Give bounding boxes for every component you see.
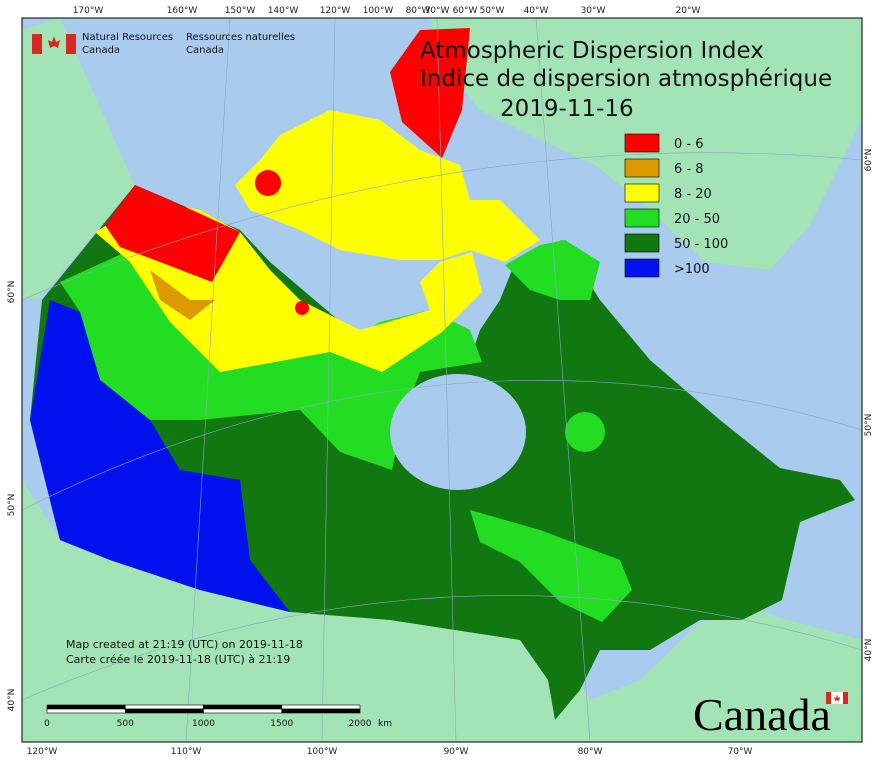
longitude-label: 60°W	[453, 6, 478, 16]
scale-segment	[203, 704, 283, 710]
scale-segment	[46, 704, 126, 710]
maple-leaf	[834, 694, 840, 701]
legend-label: >100	[674, 262, 710, 277]
header-text: Canada	[82, 45, 120, 56]
region-0-6	[105, 185, 240, 282]
longitude-label: 140°W	[268, 6, 299, 16]
scale-label: 1000	[192, 719, 215, 729]
scale-segment	[46, 708, 126, 714]
longitude-label: 100°W	[363, 6, 394, 16]
longitude-label: 90°W	[444, 747, 469, 757]
maple-leaf	[48, 36, 60, 48]
title: Indice de dispersion atmosphérique	[420, 66, 832, 92]
scale-label: 0	[44, 719, 50, 729]
latitude-label: 50°N	[864, 414, 874, 437]
header-text: Natural Resources	[82, 32, 173, 43]
longitude-label: 70°W	[425, 6, 450, 16]
latitude-label: 60°N	[864, 149, 874, 172]
scale-segment	[281, 708, 361, 714]
scale-segment	[124, 708, 204, 714]
meridian-line	[535, 17, 591, 743]
nrcan-flag	[32, 34, 76, 54]
longitude-label: 20°W	[676, 6, 701, 16]
latitude-label: 60°N	[7, 281, 17, 304]
flag-bar	[843, 692, 848, 704]
legend-swatch	[624, 208, 660, 228]
legend-swatch	[624, 158, 660, 178]
flag-bar	[826, 692, 831, 704]
longitude-label: 160°W	[167, 6, 198, 16]
longitude-label: 80°W	[578, 747, 603, 757]
meridian-line	[321, 17, 336, 743]
flag-bar	[32, 34, 42, 54]
legend-swatch	[624, 233, 660, 253]
meridian-line	[185, 17, 231, 743]
credit-line: Carte créée le 2019-11-18 (UTC) à 21:19	[66, 653, 290, 666]
scale-label: 500	[117, 719, 134, 729]
region-0-6	[390, 28, 470, 158]
parallel-line	[21, 380, 863, 511]
legend-label: 20 - 50	[674, 212, 720, 227]
longitude-label: 50°W	[480, 6, 505, 16]
region-20-50	[470, 510, 632, 622]
longitude-label: 120°W	[320, 6, 351, 16]
united-states	[22, 480, 862, 742]
header-text: Ressources naturelles	[186, 32, 295, 43]
parallel-line	[21, 595, 863, 701]
scale-segment	[281, 704, 361, 710]
region-20-50	[505, 240, 600, 300]
longitude-label: 40°W	[524, 6, 549, 16]
longitude-label: 80°W	[406, 6, 431, 16]
latitude-label: 40°N	[864, 639, 874, 662]
alaska	[22, 18, 135, 300]
latitude-label: 40°N	[7, 689, 17, 712]
scale-label: 2000	[349, 719, 372, 729]
hudson-bay	[390, 374, 526, 490]
longitude-label: 110°W	[171, 747, 202, 757]
legend-swatch	[624, 133, 660, 153]
region-0-6	[255, 170, 281, 196]
legend-label: 0 - 6	[674, 137, 704, 152]
longitude-label: 70°W	[728, 747, 753, 757]
legend-swatch	[624, 183, 660, 203]
legend-label: 6 - 8	[674, 162, 704, 177]
region-gt-100	[30, 300, 290, 612]
legend-label: 50 - 100	[674, 237, 728, 252]
longitude-label: 150°W	[225, 6, 256, 16]
map-frame	[21, 17, 863, 743]
title-date: 2019-11-16	[500, 96, 634, 122]
header-text: Canada	[186, 45, 224, 56]
scale-segment	[124, 704, 204, 710]
longitude-label: 170°W	[73, 6, 104, 16]
region-8-20	[235, 110, 540, 262]
wordmark: Canada	[693, 689, 849, 740]
scale-unit: km	[378, 719, 392, 729]
scale-segment	[203, 708, 283, 714]
longitude-label: 30°W	[581, 6, 606, 16]
longitude-label: 120°W	[27, 747, 58, 757]
credit-line: Map created at 21:19 (UTC) on 2019-11-18	[66, 638, 303, 651]
flag-bar	[66, 34, 76, 54]
frame-border	[21, 17, 863, 743]
meridian-line	[436, 17, 457, 743]
legend-label: 8 - 20	[674, 187, 712, 202]
graticule	[21, 17, 863, 743]
wordmark-text: Canada	[693, 689, 831, 740]
region-20-50	[565, 412, 605, 452]
title: Atmospheric Dispersion Index	[420, 38, 764, 64]
scale-label: 1500	[270, 719, 293, 729]
latitude-label: 50°N	[7, 494, 17, 517]
legend-swatch	[624, 258, 660, 278]
region-0-6	[295, 301, 309, 315]
region-6-8	[150, 270, 215, 320]
longitude-label: 100°W	[307, 747, 338, 757]
